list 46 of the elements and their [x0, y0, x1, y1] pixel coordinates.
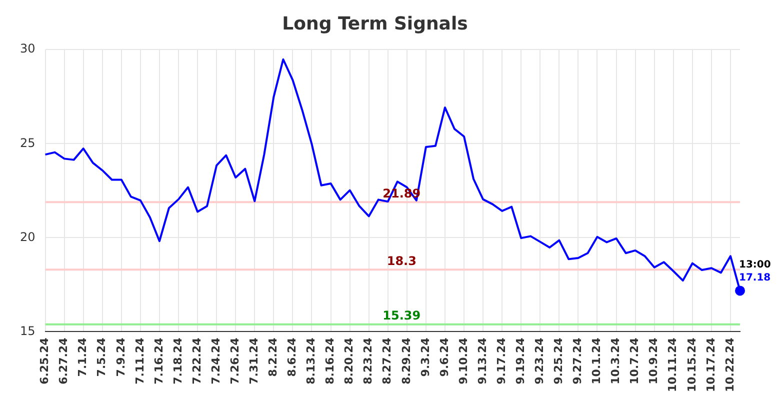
x-tick-label: 10.1.24 — [590, 337, 604, 384]
x-tick-label: 9.6.24 — [438, 337, 451, 377]
x-tick-label: 10.17.24 — [704, 337, 718, 392]
x-tick-label: 7.9.24 — [114, 337, 128, 377]
x-tick-label: 8.20.24 — [342, 337, 356, 384]
x-tick-label: 7.5.24 — [95, 337, 108, 377]
x-tick-label: 9.19.24 — [514, 337, 527, 384]
x-tick-label: 9.27.24 — [571, 337, 584, 384]
data-label: 17.18 — [739, 272, 771, 284]
x-tick-label: 10.3.24 — [609, 337, 622, 384]
x-tick-label: 6.27.24 — [57, 337, 70, 384]
x-tick-label: 8.13.24 — [304, 337, 318, 384]
x-tick-label: 7.11.24 — [133, 337, 146, 384]
x-tick-label: 10.11.24 — [666, 337, 680, 392]
chart-title: Long Term Signals — [282, 13, 468, 34]
x-tick-label: 8.29.24 — [400, 337, 413, 384]
y-tick-label: 15 — [20, 324, 36, 338]
x-tick-label: 7.31.24 — [248, 337, 260, 384]
x-tick-label: 10.22.24 — [723, 337, 736, 392]
y-tick-label: 25 — [20, 136, 36, 150]
y-tick-label: 30 — [20, 42, 36, 56]
x-tick-label: 8.2.24 — [266, 337, 280, 377]
x-tick-label: 7.16.24 — [152, 337, 166, 384]
x-tick-label: 10.7.24 — [628, 337, 642, 384]
ref-line-label: 15.39 — [382, 308, 421, 323]
x-tick-label: 8.6.24 — [286, 337, 299, 377]
x-tick-label: 9.3.24 — [418, 337, 432, 377]
annotation: 13:00 — [739, 259, 771, 270]
x-tick-label: 9.10.24 — [456, 337, 470, 384]
x-tick-label: 7.1.24 — [76, 337, 90, 377]
x-tick-label: 6.25.24 — [38, 337, 52, 384]
x-tick-label: 8.27.24 — [380, 337, 394, 384]
x-tick-label: 8.23.24 — [362, 337, 375, 384]
x-tick-label: 10.9.24 — [647, 337, 660, 384]
x-tick-label: 9.25.24 — [552, 337, 566, 384]
x-tick-label: 7.18.24 — [171, 337, 184, 384]
x-tick-label: 9.23.24 — [533, 337, 546, 384]
x-tick-label: 9.13.24 — [476, 337, 489, 384]
y-tick-label: 20 — [20, 230, 36, 244]
x-tick-label: 7.22.24 — [190, 337, 204, 384]
x-tick-label: 9.17.24 — [494, 337, 508, 384]
x-tick-label: 10.15.24 — [685, 337, 698, 392]
x-tick-label: 8.16.24 — [324, 337, 337, 384]
x-tick-label: 7.24.24 — [209, 337, 222, 384]
ref-line-label: 18.3 — [386, 254, 416, 268]
x-tick-label: 7.26.24 — [228, 337, 242, 384]
